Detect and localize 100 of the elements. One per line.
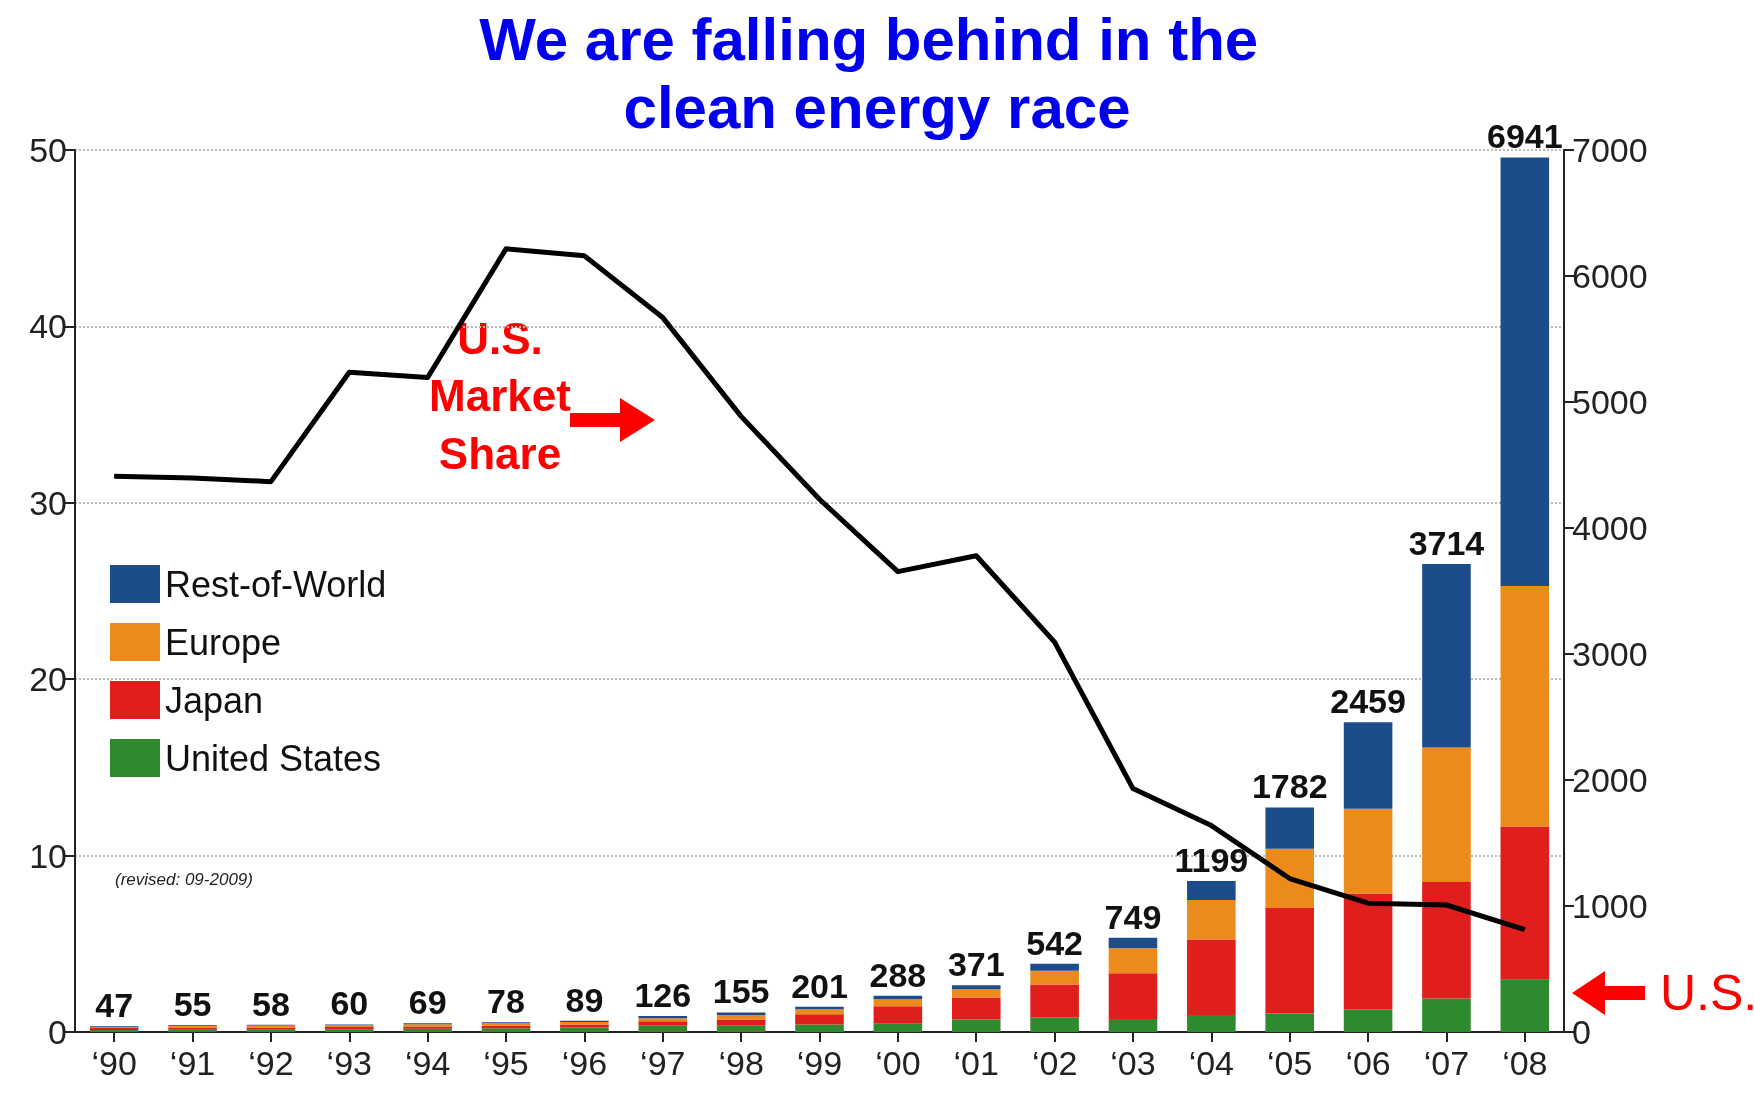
bar <box>1108 1019 1158 1032</box>
total-label: 542 <box>1026 923 1083 962</box>
bar <box>1265 848 1314 909</box>
legend-label: United States <box>165 737 382 779</box>
y2-tick-label: 4000 <box>1572 509 1648 547</box>
legend-label: Japan <box>165 679 264 721</box>
bar <box>716 1012 766 1015</box>
annotation: (revised: 09-2009) <box>115 869 253 889</box>
y-tick-label: 50 <box>29 131 67 169</box>
x-tick-label: ‘99 <box>796 1044 843 1082</box>
bar <box>1265 1013 1314 1032</box>
bar <box>1030 984 1079 1018</box>
bar <box>1422 882 1471 999</box>
y-tick-label: 30 <box>29 483 67 522</box>
y2-tick-label: 6000 <box>1572 257 1648 295</box>
bar <box>638 1025 688 1032</box>
bar <box>1187 939 1236 1016</box>
x-tick-label: ‘08 <box>1502 1044 1548 1082</box>
x-tick-label: ‘00 <box>875 1044 921 1082</box>
y2-tick-label: 7000 <box>1572 131 1648 169</box>
bar <box>1030 963 1079 971</box>
y-tick-label: 10 <box>29 836 67 875</box>
bar <box>1030 970 1079 985</box>
bar <box>873 999 923 1007</box>
annotation: U.S. Market Share <box>429 314 572 478</box>
bar <box>873 1006 923 1024</box>
bar <box>1343 722 1393 809</box>
x-tick-label: ‘92 <box>248 1044 294 1082</box>
bar <box>1422 564 1471 748</box>
total-label: 78 <box>487 982 525 1021</box>
total-label: 60 <box>330 984 369 1023</box>
bar <box>1030 1017 1079 1032</box>
bar <box>1108 948 1158 974</box>
text: U.S. <box>1660 964 1754 1021</box>
bar <box>560 1027 609 1032</box>
x-tick-label: ‘03 <box>1110 1044 1156 1082</box>
x-tick-label: ‘95 <box>483 1044 529 1082</box>
y-tick-label: 20 <box>29 660 67 699</box>
total-label: 1782 <box>1251 767 1328 806</box>
total-label: 1199 <box>1174 840 1249 879</box>
x-tick-label: ‘96 <box>561 1044 608 1082</box>
x-tick-label: ‘05 <box>1267 1044 1313 1082</box>
x-tick-label: ‘93 <box>326 1044 372 1082</box>
bar <box>795 1024 844 1032</box>
y2-tick-label: 1000 <box>1572 887 1648 925</box>
y2-tick-label: 5000 <box>1572 383 1648 421</box>
bar <box>1500 826 1550 980</box>
x-tick-label: ‘98 <box>718 1044 764 1082</box>
legend-label: Europe <box>165 621 282 663</box>
bar <box>1343 808 1393 894</box>
bar <box>1265 908 1314 1014</box>
y-tick-label: 40 <box>29 307 67 346</box>
x-tick-label: ‘01 <box>953 1044 999 1082</box>
bar <box>1187 1015 1236 1032</box>
bar <box>795 1009 844 1015</box>
total-label: 55 <box>173 985 212 1024</box>
x-tick-label: ‘02 <box>1031 1044 1078 1082</box>
bar <box>951 1019 1001 1032</box>
bar <box>951 985 1001 990</box>
total-label: 749 <box>1104 897 1162 936</box>
x-tick-label: ‘91 <box>169 1044 216 1082</box>
bar <box>795 1014 844 1025</box>
total-label: 371 <box>947 945 1005 984</box>
total-label: 69 <box>408 983 447 1022</box>
total-label: 89 <box>565 980 604 1019</box>
y-tick-label: 0 <box>48 1013 67 1051</box>
bar <box>716 1019 766 1026</box>
total-label: 6941 <box>1487 117 1563 156</box>
bar <box>716 1025 766 1032</box>
bar <box>1187 899 1236 940</box>
total-label: 288 <box>869 955 927 994</box>
y2-tick-label: 0 <box>1572 1013 1591 1051</box>
x-tick-label: ‘90 <box>91 1044 137 1082</box>
bar <box>951 989 1001 998</box>
bar <box>1500 979 1550 1032</box>
bar <box>1265 807 1314 849</box>
bar <box>716 1014 766 1020</box>
legend-label: Rest-of-World <box>165 563 387 605</box>
bar <box>1108 973 1158 1020</box>
total-label: 3714 <box>1408 524 1485 563</box>
bar <box>1500 585 1550 827</box>
total-label: 201 <box>791 966 848 1005</box>
y2-tick-label: 2000 <box>1572 761 1648 799</box>
x-tick-label: ‘94 <box>404 1044 451 1082</box>
x-tick-label: ‘06 <box>1345 1044 1391 1082</box>
x-tick-label: ‘07 <box>1423 1044 1470 1082</box>
bar <box>873 1023 923 1032</box>
total-label: 2459 <box>1330 682 1406 721</box>
bar <box>638 1021 688 1026</box>
bar <box>1500 157 1550 586</box>
bar <box>1108 937 1158 949</box>
bar <box>1422 998 1471 1032</box>
bar <box>1343 1009 1393 1032</box>
total-label: 155 <box>712 972 770 1011</box>
bar <box>1187 880 1236 900</box>
x-tick-label: ‘97 <box>640 1044 686 1082</box>
bar <box>951 997 1001 1020</box>
bar <box>1422 747 1471 883</box>
total-label: 58 <box>252 984 290 1023</box>
total-label: 126 <box>634 976 692 1015</box>
